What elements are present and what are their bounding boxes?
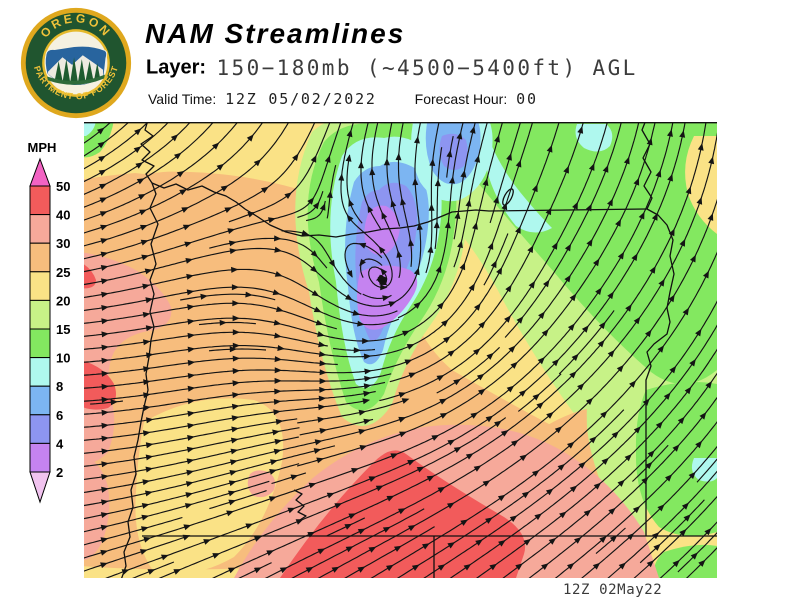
legend-tick-label: 8 xyxy=(56,379,63,394)
legend-tick-label: 30 xyxy=(56,236,70,251)
forecast-hour-value: 00 xyxy=(516,90,538,108)
streamlines-layer xyxy=(84,122,717,578)
map-timestamp: 12Z 02May22 xyxy=(563,582,663,598)
wind-speed-colorbar: 50 40 30 25 20 15 10 8 6 4 2 xyxy=(29,157,70,504)
odf-logo: OREGON DEPARTMENT OF FORESTRY xyxy=(18,5,132,119)
legend-tick-label: 20 xyxy=(56,293,70,308)
layer-value: 150−180mb (~4500−5400ft) AGL xyxy=(216,56,638,80)
forest-base xyxy=(47,74,105,85)
valid-time-value: 12Z 05/02/2022 xyxy=(225,90,377,108)
layer-label: Layer: xyxy=(146,56,207,79)
streamline-map xyxy=(84,121,717,578)
layer-line: Layer: 150−180mb (~4500−5400ft) AGL xyxy=(146,56,638,80)
valid-time-line: Valid Time: 12Z 05/02/2022 Forecast Hour… xyxy=(148,90,538,108)
legend-tick-label: 10 xyxy=(56,351,70,366)
streamline-arrowheads xyxy=(97,126,715,575)
state-borders-and-rivers xyxy=(121,122,717,578)
legend-tick-label: 4 xyxy=(56,436,64,451)
page-title: NAM Streamlines xyxy=(145,18,406,49)
legend-tick-label: 2 xyxy=(56,465,63,480)
legend-unit-label: MPH xyxy=(27,140,57,155)
forecast-hour-label: Forecast Hour: xyxy=(414,91,508,107)
legend-tick-label: 15 xyxy=(56,322,70,337)
legend-tick-label: 40 xyxy=(56,208,70,223)
map-canvas xyxy=(84,121,717,578)
valid-time-label: Valid Time: xyxy=(148,91,217,107)
legend-tick-label: 25 xyxy=(56,265,70,280)
trees-graphic xyxy=(54,57,101,83)
legend-tick-label: 50 xyxy=(56,179,70,194)
legend-tick-label: 6 xyxy=(56,408,63,423)
